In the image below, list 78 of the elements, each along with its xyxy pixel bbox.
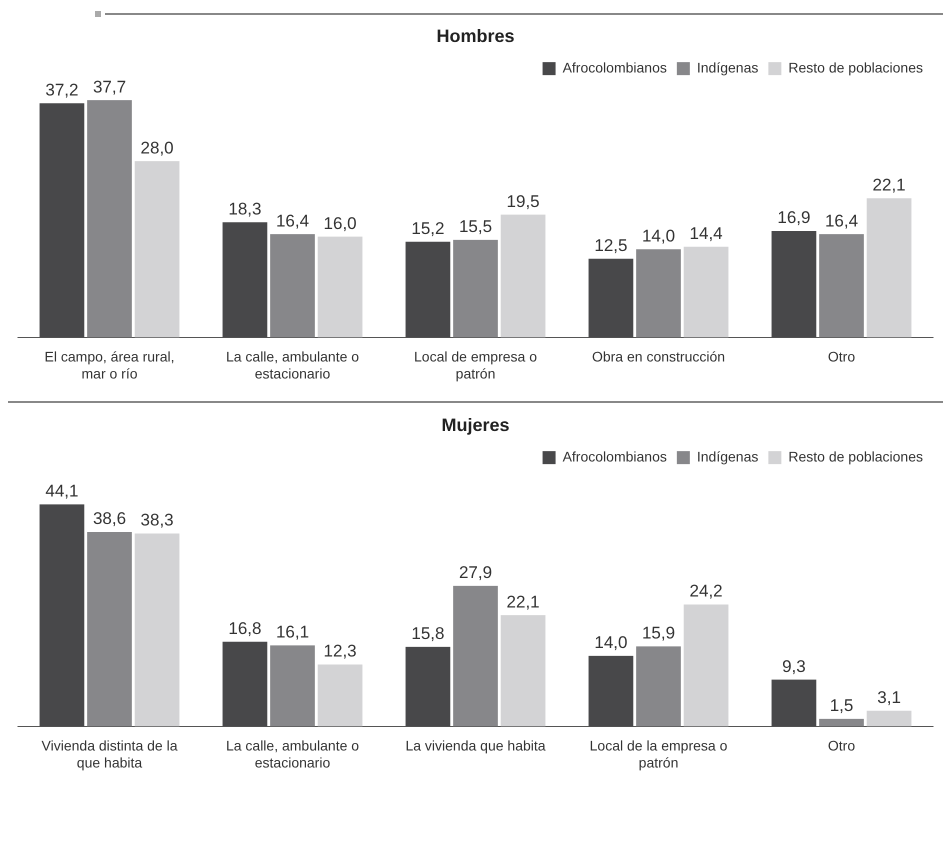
data-label: 15,5 (458, 217, 492, 236)
data-label: 16,0 (324, 214, 357, 233)
data-label: 16,8 (228, 618, 262, 638)
data-label: 16,9 (777, 208, 810, 228)
x-tick-label: Local de la empresa o patrón (590, 738, 728, 770)
bar (636, 646, 681, 726)
data-label: 1,5 (830, 696, 854, 716)
x-tick-label: Otro (828, 738, 856, 754)
bar (318, 664, 362, 726)
data-label: 3,1 (877, 688, 901, 707)
data-label: 38,3 (140, 510, 174, 530)
x-tick-label: La vivienda que habita (405, 738, 546, 754)
data-label: 16,1 (276, 622, 310, 642)
data-label: 14,0 (594, 633, 628, 652)
data-label: 44,1 (45, 482, 78, 500)
x-tick-label: Obra en construcción (592, 348, 726, 365)
bar (500, 615, 546, 726)
data-label: 38,6 (92, 509, 126, 528)
bar (866, 198, 912, 338)
bar (866, 710, 912, 726)
data-label: 14,0 (642, 226, 676, 246)
legend-label: Afrocolombianos (562, 448, 667, 464)
chart-title: Hombres (436, 26, 515, 46)
data-label: 15,8 (411, 624, 444, 644)
bar (87, 532, 132, 726)
legend-label: Resto de poblaciones (788, 59, 924, 76)
data-label: 12,3 (324, 642, 357, 661)
data-label: 27,9 (458, 563, 492, 582)
x-tick-label: Vivienda distinta de la que habita (42, 738, 178, 770)
data-label: 37,2 (45, 80, 78, 100)
bar (406, 242, 450, 338)
bar (772, 680, 816, 726)
bar (222, 222, 268, 338)
data-label: 9,3 (782, 656, 806, 676)
bar (406, 646, 450, 726)
bar (87, 100, 132, 338)
bar (40, 103, 84, 338)
bar (270, 645, 315, 726)
bar (684, 604, 728, 726)
bar (588, 258, 634, 338)
legend-label: Afrocolombianos (562, 59, 667, 76)
bar (134, 161, 180, 338)
data-label: 22,1 (506, 592, 540, 612)
data-label: 18,3 (228, 199, 262, 218)
data-label: 12,5 (594, 236, 628, 255)
bar (453, 586, 498, 726)
data-label: 16,4 (276, 211, 310, 230)
data-label: 24,2 (690, 582, 723, 601)
bar (819, 234, 864, 338)
bar (318, 236, 362, 338)
bar (588, 656, 634, 726)
legend-label: Indígenas (696, 448, 758, 464)
bar (453, 240, 498, 338)
data-label: 19,5 (506, 192, 540, 211)
x-tick-label: La calle, ambulante o estacionario (226, 348, 360, 382)
bar (772, 231, 816, 338)
bar (636, 249, 681, 338)
bar (134, 534, 180, 726)
data-label: 15,9 (642, 624, 676, 643)
bar (222, 642, 268, 726)
data-label: 28,0 (140, 138, 174, 158)
data-label: 37,7 (92, 77, 126, 96)
legend-label: Resto de poblaciones (788, 448, 924, 464)
chart-title: Mujeres (441, 414, 510, 435)
data-label: 15,2 (411, 218, 444, 238)
x-tick-label: Local de empresa o patrón (414, 348, 538, 382)
bar (684, 246, 728, 338)
legend-label: Indígenas (696, 59, 758, 76)
bar (40, 504, 84, 726)
bar (500, 214, 546, 338)
x-tick-label: La calle, ambulante o estacionario (226, 738, 360, 770)
bar (819, 718, 864, 726)
data-label: 16,4 (824, 211, 858, 230)
x-tick-label: Otro (828, 348, 856, 365)
data-label: 14,4 (690, 224, 723, 243)
bar (270, 234, 315, 338)
data-label: 22,1 (872, 175, 906, 194)
x-tick-label: El campo, área rural, mar o río (44, 348, 174, 382)
